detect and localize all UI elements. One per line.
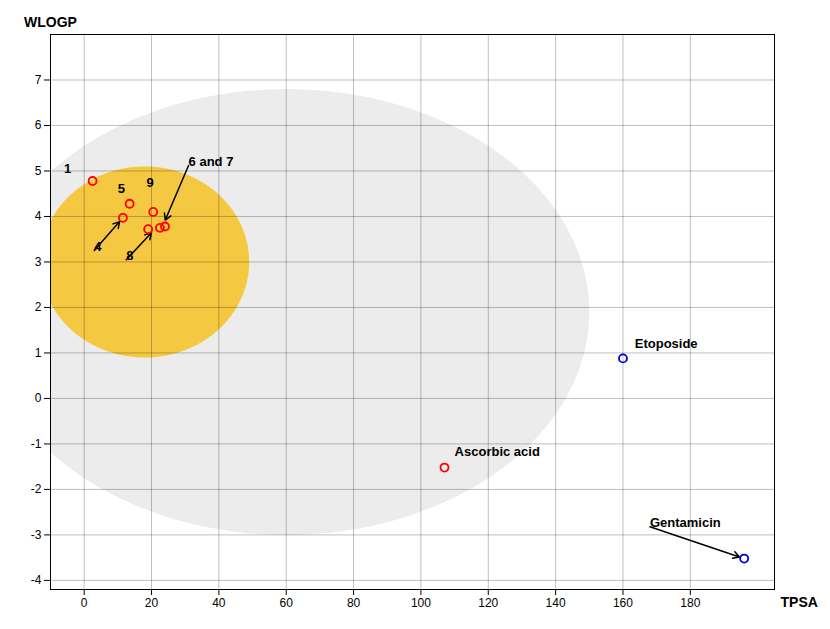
svg-text:180: 180: [680, 596, 700, 610]
svg-text:0: 0: [35, 391, 42, 405]
svg-text:1: 1: [35, 346, 42, 360]
svg-text:5: 5: [118, 181, 125, 196]
svg-text:-3: -3: [31, 528, 42, 542]
svg-text:2: 2: [35, 300, 42, 314]
svg-text:Gentamicin: Gentamicin: [650, 515, 721, 530]
svg-text:140: 140: [546, 596, 566, 610]
svg-text:0: 0: [81, 596, 88, 610]
svg-text:TPSA: TPSA: [781, 594, 818, 610]
svg-text:9: 9: [146, 175, 153, 190]
svg-text:60: 60: [280, 596, 294, 610]
svg-text:4: 4: [35, 209, 42, 223]
svg-text:5: 5: [35, 164, 42, 178]
svg-text:40: 40: [212, 596, 226, 610]
svg-text:-2: -2: [31, 482, 42, 496]
svg-text:1: 1: [64, 161, 71, 176]
svg-text:-4: -4: [31, 573, 42, 587]
svg-text:Etoposide: Etoposide: [635, 336, 698, 351]
svg-text:120: 120: [478, 596, 498, 610]
svg-text:100: 100: [411, 596, 431, 610]
svg-text:4: 4: [94, 239, 102, 254]
svg-text:160: 160: [613, 596, 633, 610]
svg-text:7: 7: [35, 73, 42, 87]
svg-text:WLOGP: WLOGP: [24, 14, 77, 30]
svg-text:6: 6: [35, 118, 42, 132]
svg-text:-1: -1: [31, 437, 42, 451]
svg-text:Ascorbic acid: Ascorbic acid: [455, 444, 540, 459]
svg-text:20: 20: [145, 596, 159, 610]
svg-text:6 and 7: 6 and 7: [189, 154, 234, 169]
svg-text:80: 80: [347, 596, 361, 610]
svg-text:8: 8: [126, 248, 133, 263]
svg-text:3: 3: [35, 255, 42, 269]
